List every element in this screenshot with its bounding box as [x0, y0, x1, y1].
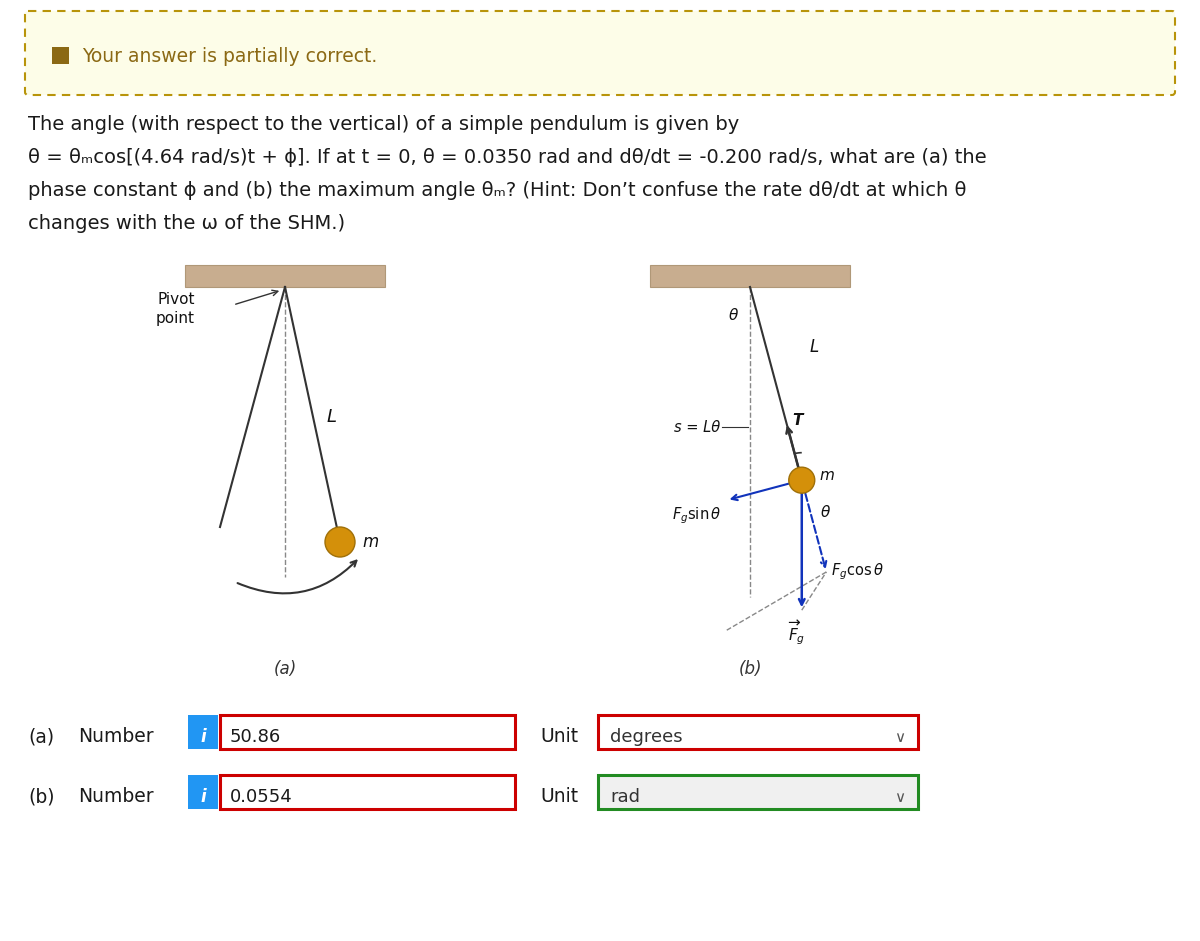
- Text: rad: rad: [610, 788, 640, 806]
- FancyBboxPatch shape: [188, 715, 218, 749]
- Text: i: i: [200, 728, 206, 746]
- FancyBboxPatch shape: [220, 775, 515, 809]
- Text: L: L: [810, 338, 820, 356]
- Text: Unit: Unit: [540, 788, 578, 806]
- Text: The angle (with respect to the vertical) of a simple pendulum is given by: The angle (with respect to the vertical)…: [28, 115, 739, 134]
- Text: Unit: Unit: [540, 727, 578, 746]
- Text: phase constant ϕ and (b) the maximum angle θₘ? (Hint: Don’t confuse the rate dθ/: phase constant ϕ and (b) the maximum ang…: [28, 181, 966, 200]
- Text: i: i: [200, 788, 206, 806]
- Text: $\theta$: $\theta$: [728, 307, 739, 323]
- Circle shape: [325, 527, 355, 557]
- Text: (b): (b): [28, 788, 54, 806]
- Text: s = Lθ: s = Lθ: [673, 420, 720, 435]
- Text: 50.86: 50.86: [230, 728, 281, 746]
- Text: $\overrightarrow{F}_g$: $\overrightarrow{F}_g$: [788, 618, 805, 647]
- Text: $\theta$: $\theta$: [820, 504, 830, 520]
- Text: (b): (b): [738, 660, 762, 678]
- FancyBboxPatch shape: [598, 715, 918, 749]
- Text: $F_g\cos\theta$: $F_g\cos\theta$: [832, 562, 884, 582]
- Text: changes with the ω of the SHM.): changes with the ω of the SHM.): [28, 214, 346, 233]
- FancyBboxPatch shape: [25, 11, 1175, 95]
- Text: ∨: ∨: [894, 789, 906, 805]
- FancyBboxPatch shape: [650, 265, 850, 287]
- FancyBboxPatch shape: [188, 775, 218, 809]
- FancyBboxPatch shape: [598, 775, 918, 809]
- Text: Number: Number: [78, 788, 154, 806]
- Text: L: L: [326, 408, 337, 426]
- Text: 0.0554: 0.0554: [230, 788, 293, 806]
- Text: (a): (a): [28, 727, 54, 746]
- FancyBboxPatch shape: [52, 47, 70, 64]
- Text: m: m: [362, 533, 378, 551]
- FancyBboxPatch shape: [185, 265, 385, 287]
- Text: Your answer is partially correct.: Your answer is partially correct.: [82, 46, 377, 66]
- Text: Pivot
point: Pivot point: [156, 292, 194, 326]
- Text: (a): (a): [274, 660, 296, 678]
- Text: Number: Number: [78, 727, 154, 746]
- Text: T: T: [792, 413, 803, 428]
- Circle shape: [788, 467, 815, 493]
- Text: ∨: ∨: [894, 729, 906, 744]
- Text: $F_g\sin\theta$: $F_g\sin\theta$: [672, 505, 721, 526]
- Text: m: m: [820, 468, 835, 483]
- Text: degrees: degrees: [610, 728, 683, 746]
- Text: θ = θₘcos[(4.64 rad/s)t + ϕ]. If at t = 0, θ = 0.0350 rad and dθ/dt = -0.200 rad: θ = θₘcos[(4.64 rad/s)t + ϕ]. If at t = …: [28, 148, 986, 167]
- FancyBboxPatch shape: [220, 715, 515, 749]
